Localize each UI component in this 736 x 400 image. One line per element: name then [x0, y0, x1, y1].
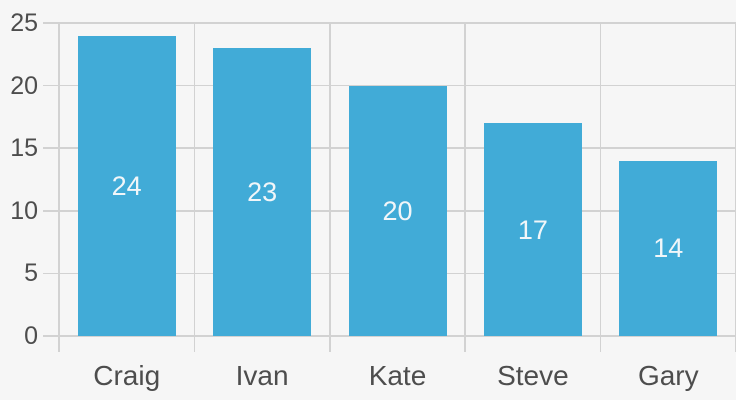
gridline-x-2: [329, 23, 331, 352]
bar-value-label: 24: [111, 170, 142, 201]
bar-value-label: 23: [247, 177, 278, 207]
y-axis-line: [58, 23, 60, 352]
y-axis-tick-label: 25: [10, 9, 38, 37]
x-axis-category-label: Steve: [497, 360, 569, 391]
bar-value-label: 20: [382, 195, 413, 226]
bar-value-label: 14: [653, 233, 684, 264]
gridline-y-0: [43, 335, 736, 337]
y-axis-tick-label: 15: [10, 134, 38, 163]
y-axis-tick-label: 0: [24, 322, 38, 350]
bar-steve: 17: [483, 123, 582, 336]
y-axis-tick-label: 10: [10, 196, 38, 225]
bar-value-label: 17: [517, 214, 548, 245]
bar-kate: 20: [348, 85, 447, 336]
x-axis-category-label: Gary: [637, 360, 699, 391]
bar-gary: 14: [619, 160, 718, 336]
y-axis-tick-label: 20: [10, 71, 38, 100]
gridline-x-4: [599, 23, 602, 352]
x-axis-category-label: Kate: [368, 360, 427, 391]
bar-ivan: 23: [213, 48, 312, 336]
x-axis-category-label: Ivan: [235, 360, 289, 391]
gridline-y-25: [43, 22, 736, 24]
gridline-x-1: [193, 23, 196, 352]
y-axis-tick-label: 5: [24, 259, 38, 288]
bar-craig: 24: [77, 35, 176, 336]
gridline-x-3: [464, 23, 466, 352]
x-axis-category-label: Craig: [93, 360, 161, 391]
